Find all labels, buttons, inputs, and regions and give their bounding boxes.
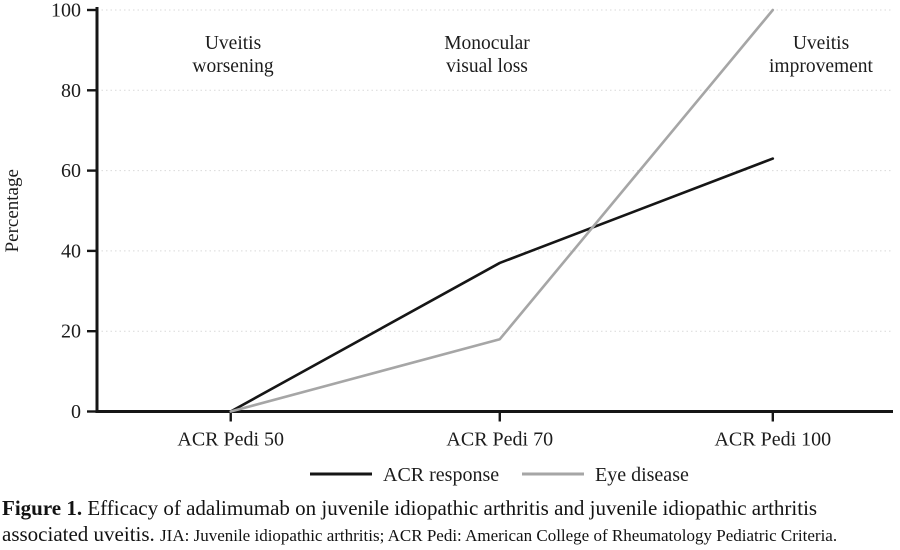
x-axis-category-label-1: ACR Pedi 70 xyxy=(446,429,553,451)
y-tick-label-20: 20 xyxy=(61,321,81,343)
caption-label: Figure 1. xyxy=(2,496,83,520)
legend-label-acr-response: ACR response xyxy=(383,464,499,486)
annotation-2-line-0: Uveitis xyxy=(793,33,849,54)
annotation-0-line-1: worsening xyxy=(192,56,273,77)
line-chart: 0 20 40 60 80 100 Percentage ACR Pedi 50 ACR Ped… xyxy=(2,0,893,486)
caption-text-line2: associated uveitis. xyxy=(2,522,155,547)
y-tick-label-40: 40 xyxy=(61,240,81,262)
y-axis-title: Percentage xyxy=(2,169,23,252)
annotation-0-line-0: Uveitis xyxy=(205,33,261,54)
series-line-acr-response xyxy=(229,157,775,413)
x-axis-category-label-0: ACR Pedi 50 xyxy=(177,429,284,451)
caption-text-line1: Efficacy of adalimumab on juvenile idiop… xyxy=(87,496,818,520)
series-line-eye-disease xyxy=(229,8,775,413)
figure-caption: Figure 1. Efficacy of adalimumab on juve… xyxy=(2,495,898,548)
legend-label-eye-disease: Eye disease xyxy=(595,464,689,486)
y-tick-label-80: 80 xyxy=(61,80,81,102)
annotation-1-line-0: Monocular xyxy=(444,33,530,54)
caption-note: JIA: Juvenile idiopathic arthritis; ACR … xyxy=(160,526,838,546)
y-tick-label-100: 100 xyxy=(51,0,81,22)
y-tick-label-0: 0 xyxy=(71,401,81,423)
y-tick-label-60: 60 xyxy=(61,160,81,182)
annotation-2-line-1: improvement xyxy=(769,56,874,77)
annotation-1-line-1: visual loss xyxy=(446,56,528,77)
x-axis-category-label-2: ACR Pedi 100 xyxy=(714,429,831,451)
